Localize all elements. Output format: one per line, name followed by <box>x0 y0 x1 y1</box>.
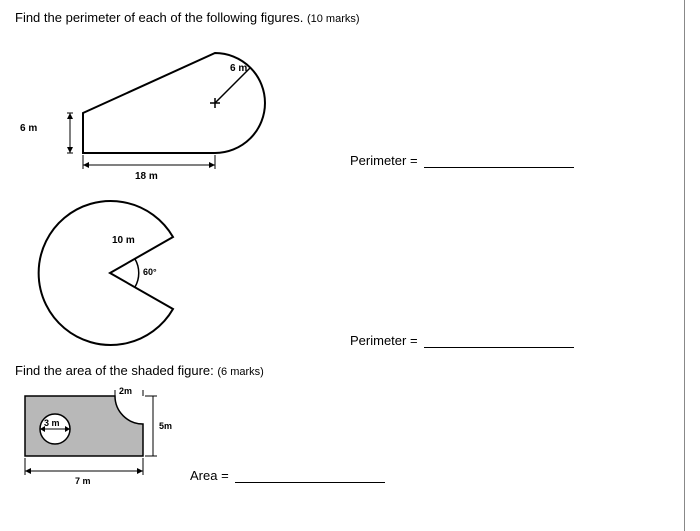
figure-3: 3 m 2m 5m 7 m Area = <box>15 386 685 486</box>
fig2-radius: 10 m <box>112 235 135 246</box>
fig1-answer-label: Perimeter = <box>350 153 418 168</box>
fig2-answer: Perimeter = <box>350 333 574 348</box>
fig1-answer-blank[interactable] <box>424 167 574 168</box>
q1-marks: (10 marks) <box>307 13 360 25</box>
figure-1: 6 m 6 m 18 m Perimeter = <box>15 33 685 183</box>
fig3-notch: 2m <box>119 386 132 396</box>
fig3-answer-blank[interactable] <box>235 482 385 483</box>
figure-3-svg <box>15 386 195 491</box>
fig3-answer-label: Area = <box>190 468 229 483</box>
q2-marks: (6 marks) <box>217 366 263 378</box>
page-right-border <box>684 0 685 531</box>
fig1-left-height: 6 m <box>20 123 37 134</box>
fig1-radius: 6 m <box>230 63 247 74</box>
fig3-base: 7 m <box>75 476 91 486</box>
q1-text: Find the perimeter of each of the follow… <box>15 10 303 25</box>
question-2-title: Find the area of the shaded figure: (6 m… <box>15 363 685 378</box>
figure-1-svg <box>45 33 285 183</box>
fig1-base: 18 m <box>135 171 158 182</box>
fig2-answer-blank[interactable] <box>424 347 574 348</box>
figure-2-svg <box>25 193 205 353</box>
fig3-right-height: 5m <box>159 421 172 431</box>
fig1-answer: Perimeter = <box>350 153 574 168</box>
fig3-circle-diam: 3 m <box>44 418 60 428</box>
figure-2: 10 m 60° Perimeter = <box>15 193 685 353</box>
question-1-title: Find the perimeter of each of the follow… <box>15 10 685 25</box>
fig2-answer-label: Perimeter = <box>350 333 418 348</box>
fig2-angle: 60° <box>143 267 157 277</box>
fig3-answer: Area = <box>190 468 385 483</box>
q2-text: Find the area of the shaded figure: <box>15 363 214 378</box>
